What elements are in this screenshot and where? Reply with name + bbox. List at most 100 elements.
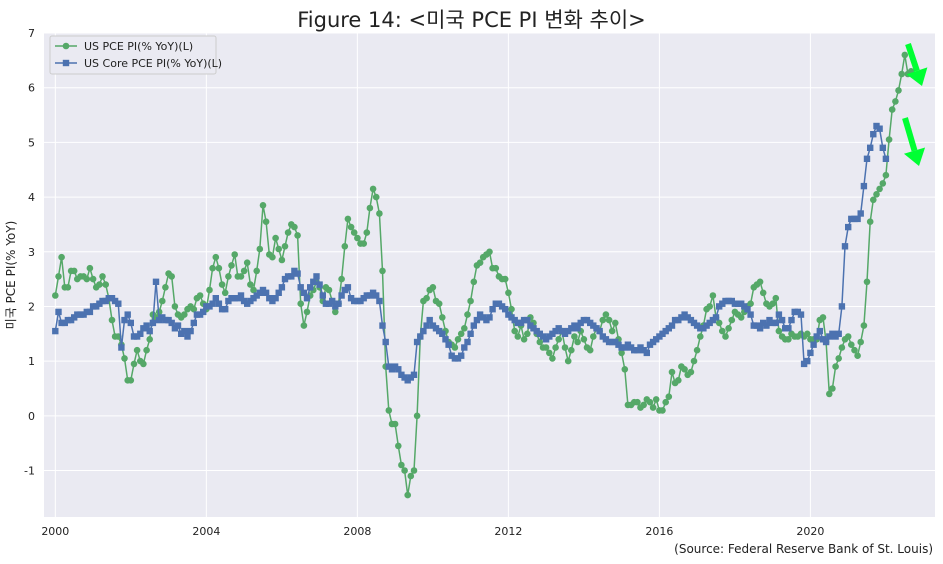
data-point bbox=[489, 306, 496, 313]
chart-title: Figure 14: <미국 PCE PI 변화 추이> bbox=[297, 8, 646, 32]
data-point bbox=[354, 234, 361, 242]
data-point bbox=[171, 303, 179, 310]
data-point bbox=[555, 336, 562, 343]
data-point bbox=[417, 333, 424, 340]
data-point bbox=[360, 240, 368, 247]
data-point bbox=[580, 336, 588, 343]
data-point bbox=[841, 243, 849, 250]
arrow-head bbox=[903, 147, 926, 166]
data-point bbox=[190, 319, 197, 327]
data-point bbox=[838, 303, 846, 310]
series-lines bbox=[52, 51, 915, 499]
data-point bbox=[546, 349, 553, 357]
data-point bbox=[307, 284, 314, 291]
data-point bbox=[634, 398, 641, 406]
data-point bbox=[851, 346, 858, 354]
data-point bbox=[391, 363, 399, 370]
data-point bbox=[439, 330, 446, 337]
data-point bbox=[435, 300, 443, 308]
data-point bbox=[395, 442, 402, 450]
data-point bbox=[275, 245, 283, 253]
data-point bbox=[300, 289, 308, 296]
data-point bbox=[706, 303, 713, 310]
data-point bbox=[501, 275, 509, 283]
data-point bbox=[561, 344, 569, 351]
data-point bbox=[215, 264, 223, 272]
data-point bbox=[524, 330, 531, 338]
data-point bbox=[835, 355, 842, 362]
data-point bbox=[294, 270, 301, 277]
data-point bbox=[253, 267, 260, 275]
data-point bbox=[759, 289, 767, 297]
legend-label: US PCE PI(% YoY)(L) bbox=[84, 40, 193, 53]
data-point bbox=[140, 360, 147, 368]
data-point bbox=[470, 278, 478, 286]
data-point bbox=[344, 215, 352, 223]
data-point bbox=[728, 316, 736, 324]
data-point bbox=[854, 352, 861, 360]
data-point bbox=[237, 273, 245, 280]
data-point bbox=[363, 229, 371, 236]
y-tick-label: 6 bbox=[28, 82, 35, 95]
data-point bbox=[385, 407, 393, 414]
data-point bbox=[288, 273, 295, 280]
data-point bbox=[662, 398, 669, 406]
data-point bbox=[115, 300, 122, 307]
data-point bbox=[398, 461, 405, 469]
data-point bbox=[892, 98, 899, 105]
data-point bbox=[769, 300, 776, 308]
data-point bbox=[146, 327, 153, 335]
data-point bbox=[646, 398, 654, 406]
data-point bbox=[152, 278, 160, 285]
data-point bbox=[366, 204, 374, 212]
data-point bbox=[618, 349, 625, 357]
data-point bbox=[190, 305, 198, 313]
data-point bbox=[209, 300, 216, 307]
data-point bbox=[146, 336, 153, 343]
data-point bbox=[168, 319, 175, 327]
data-point bbox=[737, 314, 745, 321]
data-point bbox=[275, 289, 282, 296]
y-tick-label: 4 bbox=[28, 191, 35, 204]
data-point bbox=[772, 294, 780, 302]
data-point bbox=[854, 215, 861, 223]
data-point bbox=[379, 267, 386, 275]
data-point bbox=[221, 289, 229, 297]
data-point bbox=[857, 338, 864, 346]
data-point bbox=[697, 333, 704, 340]
data-point bbox=[882, 171, 890, 179]
data-point bbox=[857, 210, 864, 217]
data-point bbox=[133, 333, 141, 340]
data-point bbox=[259, 202, 267, 209]
data-point bbox=[303, 295, 311, 302]
data-point bbox=[725, 325, 732, 332]
data-point bbox=[819, 314, 827, 321]
data-point bbox=[344, 284, 352, 291]
data-point bbox=[284, 273, 292, 280]
data-point bbox=[297, 284, 304, 291]
data-point bbox=[376, 210, 383, 217]
legend-item: US PCE PI(% YoY)(L) bbox=[55, 40, 193, 53]
data-point bbox=[832, 363, 839, 370]
data-point bbox=[568, 346, 575, 354]
data-point bbox=[816, 327, 823, 335]
data-point bbox=[454, 336, 462, 343]
data-point bbox=[212, 295, 219, 302]
y-axis-label: 미국 PCE PI(% YoY) bbox=[4, 221, 18, 330]
data-point bbox=[240, 267, 248, 275]
data-point bbox=[822, 338, 830, 346]
data-point bbox=[130, 360, 138, 368]
data-point bbox=[693, 346, 701, 354]
data-point bbox=[879, 180, 887, 187]
data-point bbox=[64, 284, 72, 291]
data-point bbox=[492, 264, 500, 272]
data-point bbox=[505, 289, 512, 297]
data-point bbox=[524, 316, 531, 324]
data-point bbox=[775, 311, 783, 318]
data-point bbox=[470, 322, 477, 329]
data-point bbox=[486, 314, 493, 321]
data-point bbox=[133, 346, 141, 354]
data-point bbox=[590, 333, 597, 340]
legend: US PCE PI(% YoY)(L) US Core PCE PI(% YoY)… bbox=[49, 35, 222, 75]
data-point bbox=[297, 300, 305, 308]
